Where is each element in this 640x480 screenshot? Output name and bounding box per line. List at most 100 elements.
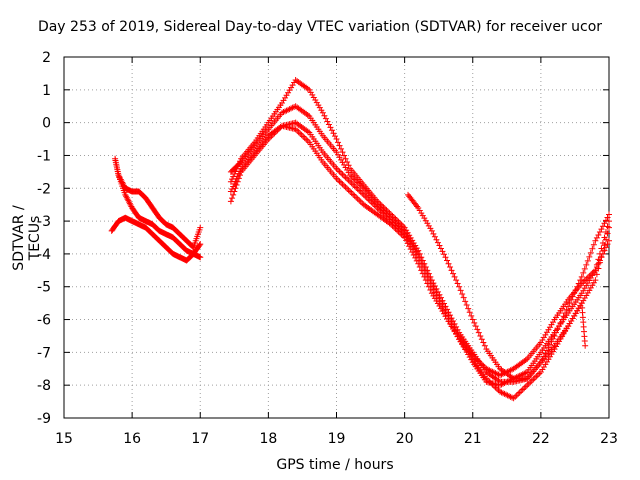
data-point: [602, 244, 609, 251]
data-point: [581, 265, 588, 272]
data-point: [457, 287, 464, 294]
data-point: [416, 257, 423, 264]
data-point: [604, 223, 611, 230]
data-point: [471, 319, 478, 326]
data-point: [227, 188, 234, 195]
series-track-c: [115, 172, 204, 251]
data-point: [230, 183, 237, 190]
data-point: [431, 233, 438, 240]
data-point: [463, 301, 470, 308]
data-point: [469, 316, 476, 323]
data-point: [360, 191, 367, 198]
data-point: [331, 133, 338, 140]
data-point: [232, 178, 239, 185]
data-point: [460, 294, 467, 301]
data-point: [328, 127, 335, 134]
axis-ticks: [63, 56, 610, 419]
series-track-a: [112, 155, 204, 261]
data-point: [295, 129, 302, 136]
data-point: [324, 118, 331, 125]
data-point: [596, 229, 603, 236]
y-tick-label: -1: [37, 148, 51, 164]
series-track-b: [108, 214, 204, 264]
data-point: [592, 277, 599, 284]
x-tick-label: 23: [600, 431, 618, 447]
y-tick-labels: -9 -8 -7 -6 -5 -4 -3 -2 -1 0 1 2: [37, 50, 51, 427]
data-point: [341, 172, 348, 179]
data-point: [598, 254, 605, 261]
data-point: [330, 130, 337, 137]
data-point: [234, 173, 241, 180]
data-point: [338, 179, 345, 186]
data-point: [354, 195, 361, 202]
data-point: [350, 191, 357, 198]
data-point: [521, 385, 528, 392]
data-point: [229, 186, 236, 193]
x-tick-label: 20: [396, 431, 414, 447]
data-point: [336, 168, 343, 175]
data-point: [606, 237, 612, 244]
x-tick-label: 19: [328, 431, 346, 447]
data-point: [536, 370, 543, 377]
data-point: [512, 393, 519, 400]
data-point: [533, 373, 540, 380]
x-tick-labels: 15 16 17 18 19 20 21 22 23: [55, 431, 618, 447]
data-point: [341, 182, 348, 189]
data-point: [348, 190, 355, 197]
x-axis-label: GPS time / hours: [276, 457, 394, 473]
data-point: [599, 239, 606, 246]
data-point: [415, 254, 422, 261]
data-point: [444, 257, 451, 264]
data-point: [593, 261, 600, 268]
data-point: [422, 270, 429, 277]
y-axis-label: SDTVAR / TECUs: [11, 205, 43, 271]
y-tick-label: -5: [37, 280, 51, 296]
data-point: [601, 234, 608, 241]
data-point: [418, 260, 425, 267]
data-point: [604, 241, 611, 248]
data-point: [419, 264, 426, 271]
data-point: [300, 133, 307, 140]
data-point: [592, 267, 599, 274]
data-point: [339, 171, 346, 178]
data-point: [604, 230, 611, 237]
data-point: [327, 124, 334, 131]
data-point: [450, 270, 457, 277]
data-point: [456, 283, 463, 290]
data-point: [527, 379, 534, 386]
data-point: [229, 195, 236, 202]
data-point: [478, 361, 485, 368]
data-point: [595, 231, 602, 238]
data-point: [235, 170, 242, 177]
data-point: [546, 341, 553, 348]
data-point: [534, 371, 541, 378]
data-point: [434, 239, 441, 246]
data-point: [440, 251, 447, 258]
data-point: [515, 390, 522, 397]
x-tick-label: 16: [123, 431, 141, 447]
data-point: [196, 242, 203, 249]
data-point: [297, 130, 304, 137]
y-tick-label: -7: [37, 345, 51, 361]
data-point: [474, 326, 481, 333]
y-tick-label: -2: [37, 181, 51, 197]
data-point: [592, 237, 599, 244]
data-point: [231, 180, 238, 187]
data-point: [478, 336, 485, 343]
y-tick-label: -4: [37, 247, 51, 263]
data-point: [351, 192, 358, 199]
data-point: [437, 245, 444, 252]
data-point: [531, 374, 538, 381]
data-point: [563, 306, 570, 313]
series-track-h: [405, 191, 589, 382]
data-point: [583, 261, 590, 268]
x-tick-label: 21: [464, 431, 482, 447]
data-point: [436, 242, 443, 249]
data-point: [335, 167, 342, 174]
data-point: [593, 234, 600, 241]
data-point: [589, 245, 596, 252]
y-tick-label: -3: [37, 214, 51, 230]
data-point: [602, 217, 609, 224]
data-point: [321, 112, 328, 119]
data-point: [233, 175, 240, 182]
